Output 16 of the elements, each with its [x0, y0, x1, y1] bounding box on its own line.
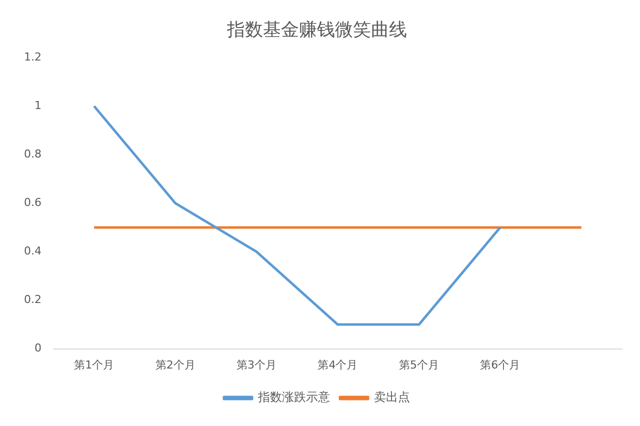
x-tick-label: 第1个月 — [74, 358, 114, 372]
y-tick-label: 0.4 — [24, 244, 42, 258]
chart-title: 指数基金赚钱微笑曲线 — [226, 19, 407, 40]
y-tick-label: 0 — [34, 342, 42, 355]
y-tick-label: 0.6 — [24, 196, 42, 210]
x-tick-label: 第5个月 — [398, 358, 439, 372]
x-tick-label: 第2个月 — [155, 358, 196, 372]
legend-label: 指数涨跌示意 — [257, 390, 330, 404]
x-tick-label: 第4个月 — [318, 358, 358, 372]
y-tick-label: 1.2 — [24, 50, 42, 64]
legend-label: 卖出点 — [374, 390, 410, 404]
y-tick-label: 0.2 — [24, 293, 42, 306]
x-tick-label: 第6个月 — [480, 358, 520, 372]
y-tick-label: 0.8 — [24, 148, 42, 161]
y-tick-label: 1 — [34, 98, 42, 112]
x-tick-label: 第3个月 — [236, 358, 277, 372]
